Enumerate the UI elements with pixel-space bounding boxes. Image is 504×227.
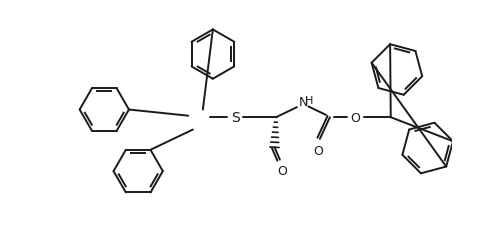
Text: H: H xyxy=(305,96,313,106)
Text: S: S xyxy=(231,111,239,125)
Text: O: O xyxy=(350,111,360,124)
Text: N: N xyxy=(298,96,307,109)
Text: O: O xyxy=(277,164,287,177)
Text: O: O xyxy=(313,144,323,157)
